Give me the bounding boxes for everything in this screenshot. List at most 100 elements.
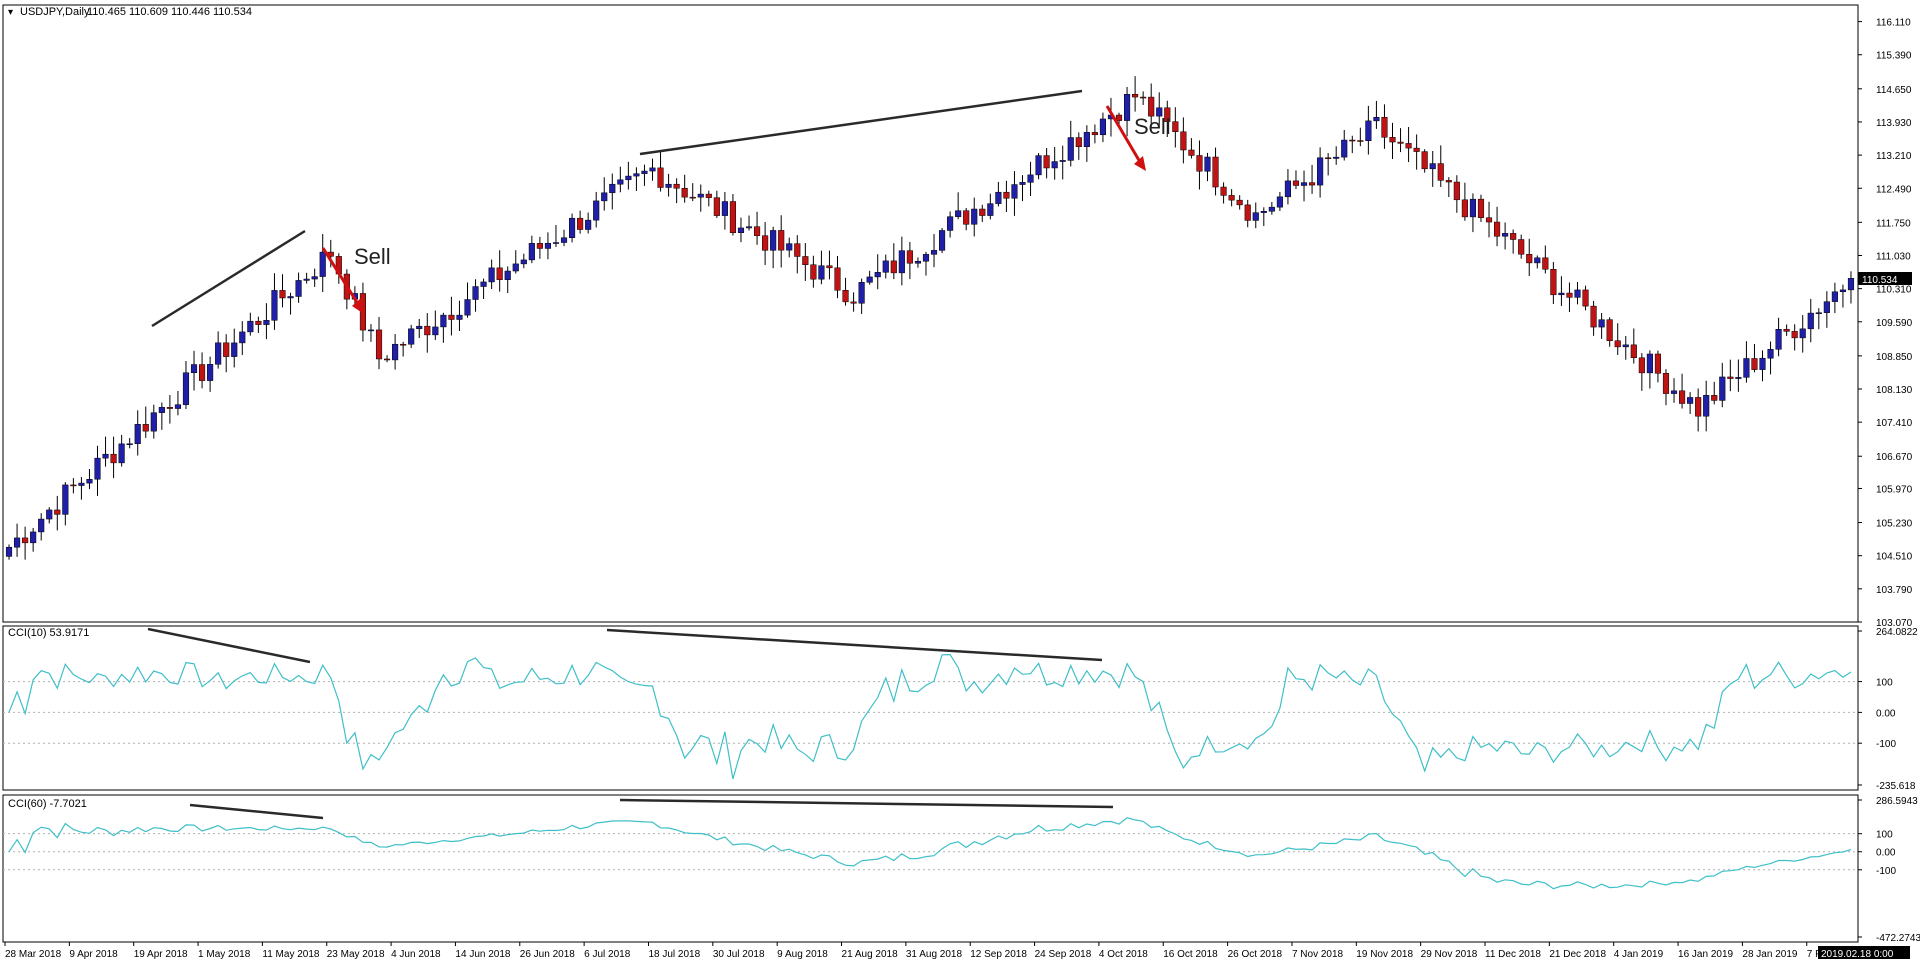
candle-body	[1630, 344, 1637, 359]
candle-body	[560, 237, 568, 243]
candle-body	[1196, 155, 1203, 172]
candle-body	[1622, 344, 1629, 348]
price-y-tick-label: 113.930	[1876, 118, 1912, 129]
x-tick-label: 31 Aug 2018	[906, 949, 963, 960]
x-tick-label: 1 May 2018	[198, 949, 251, 960]
candle-body	[1437, 163, 1444, 181]
x-tick-label: 12 Sep 2018	[970, 949, 1027, 960]
candle-body	[1413, 147, 1420, 152]
cci10-path	[8, 653, 1852, 780]
candle-body	[1236, 199, 1243, 206]
candle-body	[729, 201, 737, 233]
candle-body	[593, 200, 600, 221]
candle-body	[1711, 395, 1718, 401]
candle-body	[1035, 155, 1042, 176]
candle-body	[199, 364, 206, 381]
candle-body	[231, 342, 238, 357]
trendline-cci60-1	[189, 803, 324, 820]
x-tick-label: 28 Jan 2019	[1742, 949, 1797, 960]
candle-body	[1091, 132, 1098, 136]
candle-body	[1727, 376, 1734, 379]
candle-body	[5, 546, 13, 557]
candle-body	[319, 251, 326, 277]
candle-body	[38, 518, 45, 533]
last-date-tag: 2019.02.18 0:00	[1818, 946, 1910, 960]
candle-body	[1735, 377, 1742, 379]
candle-body	[1526, 254, 1533, 264]
candle-body	[1453, 181, 1460, 201]
candle-body	[1815, 312, 1822, 314]
candle-body	[930, 250, 938, 255]
candle-body	[1831, 291, 1838, 302]
candle-body	[1638, 357, 1645, 374]
candle-body	[1309, 182, 1316, 186]
x-tick-label: 26 Oct 2018	[1228, 949, 1283, 960]
candle-body	[215, 342, 222, 365]
candle-body	[569, 217, 576, 238]
x-tick-label: 4 Oct 2018	[1099, 949, 1148, 960]
candle-body	[295, 280, 302, 297]
candle-body	[1510, 233, 1517, 240]
candle-body	[70, 484, 77, 487]
candle-body	[609, 183, 616, 194]
candle-body	[1115, 114, 1123, 121]
candle-body	[54, 509, 61, 515]
candle-body	[1204, 156, 1211, 172]
candle-body	[102, 453, 109, 459]
candle-body	[1124, 94, 1131, 121]
candle-body	[150, 412, 157, 432]
candle-body	[995, 191, 1002, 204]
candle-body	[22, 537, 29, 544]
candle-body	[1365, 120, 1372, 142]
cci60-path	[8, 817, 1852, 890]
candle-body	[802, 256, 809, 265]
cci10-y-tick-label: -235.618	[1876, 781, 1916, 792]
candle-body	[207, 364, 214, 381]
candle-body	[255, 320, 262, 325]
cci60-y-tick-label: -100	[1876, 866, 1896, 877]
price-y-tick-label: 103.790	[1876, 585, 1913, 596]
candle-body	[1582, 289, 1589, 307]
candle-body	[850, 301, 857, 304]
candle-body	[641, 170, 648, 174]
candle-body	[190, 364, 198, 373]
candle-body	[1654, 353, 1661, 374]
price-y-tick-label: 104.510	[1876, 552, 1913, 563]
candle-body	[1220, 186, 1227, 196]
candle-body	[1485, 217, 1493, 223]
candle-body	[1662, 373, 1670, 394]
candle-body	[762, 235, 769, 251]
candle-body	[247, 320, 254, 333]
candle-body	[858, 282, 865, 304]
candle-body	[480, 281, 487, 287]
candle-body	[625, 175, 632, 181]
x-tick-label: 28 Mar 2018	[5, 949, 62, 960]
candle-body	[1429, 163, 1436, 170]
candle-body	[408, 328, 415, 345]
x-tick-label: 14 Jun 2018	[455, 949, 510, 960]
x-tick-label: 16 Jan 2019	[1678, 949, 1733, 960]
candle-body	[311, 276, 318, 280]
sell-annotation-2: Sell	[1134, 114, 1171, 139]
trendline-cci10-2	[606, 628, 1103, 662]
candle-body	[1445, 180, 1452, 183]
candle-body	[601, 192, 608, 202]
candle-body	[1357, 140, 1364, 142]
candle-body	[432, 326, 439, 336]
candle-body	[1823, 301, 1830, 313]
cci60-y-tick-label: 286.5943	[1876, 796, 1918, 807]
candle-body	[1670, 390, 1678, 394]
candle-body	[440, 314, 447, 328]
candle-body	[14, 537, 21, 548]
candle-body	[1325, 157, 1332, 159]
candle-body	[697, 193, 704, 198]
cci10-panel-frame	[2, 625, 1859, 791]
candle-body	[46, 509, 53, 520]
dropdown-arrow-icon[interactable]: ▾	[8, 7, 13, 18]
candle-body	[94, 457, 101, 480]
candle-body	[496, 267, 503, 280]
cci10-y-tick-label: 0.00	[1876, 708, 1896, 719]
candle-body	[134, 424, 141, 445]
candle-body	[826, 265, 833, 269]
